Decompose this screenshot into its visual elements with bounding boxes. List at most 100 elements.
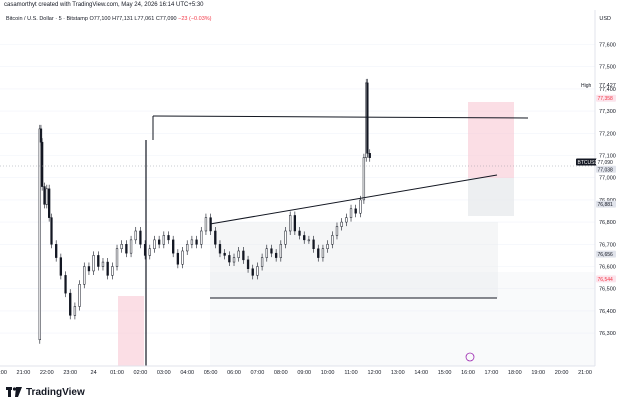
candle-body [73,306,77,316]
candle-body [312,239,315,249]
candle-body [40,141,44,187]
x-tick-label: 02:00 [134,370,148,376]
y-tick-label: 76,700 [599,242,616,248]
pink-zone-left [118,296,144,366]
candle-body [38,128,41,341]
y-tick-label: 76,300 [599,331,616,337]
candle-body [293,215,297,232]
x-tick-label: 24 [91,370,97,376]
y-tick-label: 77,500 [599,65,616,71]
candle-body [55,244,58,258]
candle-body [139,230,142,245]
price-tag-label: High [581,83,592,89]
tradingview-logo-icon [6,387,22,397]
y-tick-label: 76,800 [599,220,616,226]
candle-body [242,250,245,261]
price-labels: High77,42777,358BTCUSD77,09000:4777,0387… [576,83,616,283]
candle-body [157,239,161,245]
candle-body [186,244,189,252]
x-tick-label: 13:00 [391,370,405,376]
candle-body [195,239,198,245]
candle-body [64,275,67,294]
x-tick-label: 11:00 [344,370,357,376]
x-tick-label: 16:00 [461,370,475,376]
candle-body [69,292,72,316]
x-tick-label: 07:00 [251,370,265,376]
candle-body [129,239,133,254]
price-change: −23 (−0.03%) [178,16,212,22]
candles-layer [38,78,371,344]
x-tick-label: 17:00 [485,370,499,376]
candle-body [97,255,100,267]
y-tick-label: 77,600 [599,43,616,49]
candle-body [181,250,184,265]
candle-body [307,239,311,242]
candle-body [284,230,287,245]
y-tick-label: 77,300 [599,109,616,115]
x-tick-label: 06:00 [227,370,241,376]
candle-body [274,252,278,258]
candle-body [167,235,170,241]
candle-body [204,217,208,232]
candle-body [190,239,194,245]
candle-body [270,248,273,254]
candle-body [87,266,91,272]
candle-body [256,266,259,276]
price-tag-label: 77,038 [598,167,614,173]
price-tag [596,165,616,173]
event-icon [465,352,475,362]
price-tag [596,250,616,258]
candle-body [260,257,264,267]
x-tick-label: 15:00 [438,370,452,376]
candle-body [48,188,51,218]
candle-body [83,266,86,285]
x-axis[interactable]: 20:00 21:00 22:00 23:00 24 01:00 02:00 03:00 04:… [0,365,595,376]
candle-body [289,215,292,232]
x-tick-label: 23:00 [63,370,77,376]
candle-body [176,252,180,265]
price-tag [576,158,598,166]
candle-body [368,153,371,158]
candle-body [362,157,366,201]
candle-body [214,230,217,245]
x-tick-label: 22:00 [40,370,54,376]
candle-body [111,266,114,276]
price-tag-label: 76,881 [598,202,614,208]
y-tick-label: 76,600 [599,265,616,271]
candle-body [45,188,48,205]
candle-body [246,259,250,269]
x-tick-label: 14:00 [414,370,428,376]
candle-body [303,235,306,241]
candle-body [265,248,268,258]
pink-zone-target [468,102,514,178]
grey-lower-box [210,272,595,366]
drawings-layer [0,115,595,366]
candle-body [218,244,222,254]
ascending-trendline [209,174,498,225]
symbol-legend: Bitcoin / U.S. Dollar · 5 · Bitstamp O77… [6,16,211,22]
candle-body [279,244,282,258]
x-tick-label: 21:00 [17,370,31,376]
ohlc-values: O77,100 H77,131 L77,061 C77,090 [89,16,177,22]
resistance-line-top [152,115,529,119]
y-axis[interactable]: 77,60077,50077,40077,30077,20077,10077,0… [594,10,616,366]
y-tick-label: 76,400 [599,309,616,315]
candle-body [237,250,240,258]
price-tag-label: 77,358 [598,96,614,102]
x-tick-label: 21:00 [578,370,592,376]
x-tick-label: 08:00 [274,370,288,376]
candle-body [106,261,109,276]
candle-body [115,248,119,267]
grey-zone-stop [468,178,514,216]
candle-body [148,248,151,256]
price-tag-label: 76,544 [598,277,614,283]
y-tick-label: 76,500 [599,287,616,293]
tradingview-brand: TradingView [26,386,85,398]
x-tick-label: 19:00 [531,370,545,376]
candle-body [345,217,348,223]
candle-body [50,217,53,245]
candle-body [359,199,362,214]
candle-body [125,244,128,254]
candle-body [232,257,236,263]
